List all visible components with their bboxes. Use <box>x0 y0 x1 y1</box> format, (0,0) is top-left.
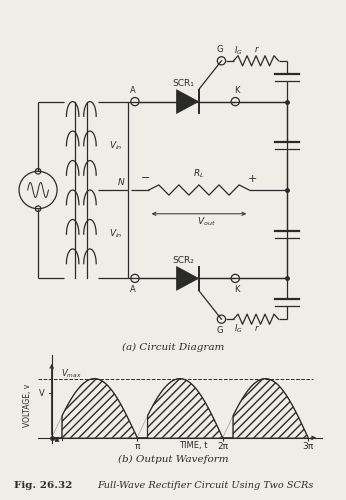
Text: K: K <box>234 86 240 95</box>
Text: N: N <box>118 178 125 186</box>
Polygon shape <box>176 266 199 290</box>
Text: A: A <box>130 86 136 95</box>
Text: +: + <box>248 174 257 184</box>
Text: $V_{out}$: $V_{out}$ <box>197 215 215 228</box>
Text: −: − <box>140 174 150 184</box>
Text: V: V <box>39 389 45 398</box>
Text: r: r <box>254 46 258 54</box>
Text: SCR₁: SCR₁ <box>172 80 194 88</box>
Text: Full-Wave Rectifier Circuit Using Two SCRs: Full-Wave Rectifier Circuit Using Two SC… <box>97 480 313 490</box>
Text: $I_G$: $I_G$ <box>234 45 242 58</box>
Text: G: G <box>217 46 223 54</box>
Text: Fig. 26.32: Fig. 26.32 <box>14 480 72 490</box>
Text: $R_L$: $R_L$ <box>193 168 205 180</box>
Text: A: A <box>130 285 136 294</box>
Text: K: K <box>234 285 240 294</box>
Text: r: r <box>254 324 258 333</box>
Text: G: G <box>217 326 223 335</box>
Text: $V_{max}$: $V_{max}$ <box>61 368 81 380</box>
Text: (a) Circuit Diagram: (a) Circuit Diagram <box>122 342 224 352</box>
Text: TIME, t: TIME, t <box>179 441 208 450</box>
Text: SCR₂: SCR₂ <box>172 256 194 265</box>
Text: VOLTAGE, v: VOLTAGE, v <box>23 384 32 427</box>
Text: $V_{in}$: $V_{in}$ <box>109 140 123 152</box>
Polygon shape <box>176 90 199 114</box>
Text: α: α <box>54 435 60 444</box>
Text: $V_{in}$: $V_{in}$ <box>109 228 123 240</box>
Text: (b) Output Waveform: (b) Output Waveform <box>118 456 228 464</box>
Text: $I_G$: $I_G$ <box>234 322 242 334</box>
